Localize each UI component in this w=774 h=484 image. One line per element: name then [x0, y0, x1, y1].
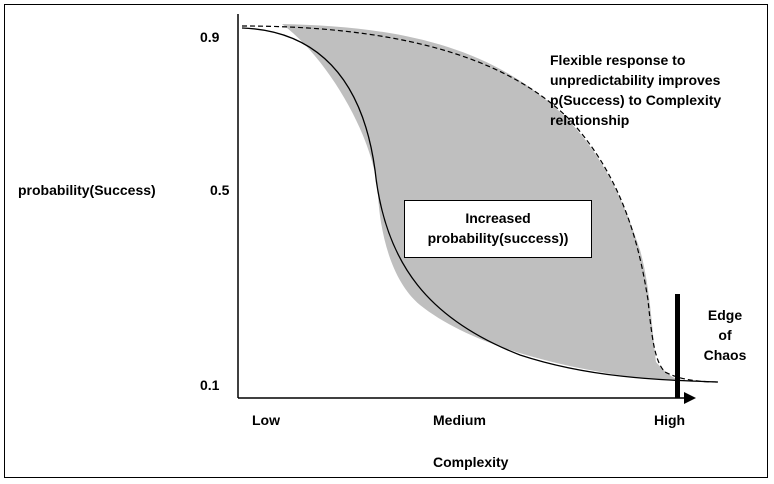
edge-line-1: Edge [707, 307, 743, 323]
flexible-line-1: Flexible response to [550, 52, 686, 68]
improved-curve [241, 25, 719, 383]
y-tick-0-5: 0.5 [210, 182, 230, 198]
edge-line-3: Chaos [703, 347, 747, 363]
x-tick-high: High [654, 412, 686, 428]
x-tick-medium: Medium [433, 412, 486, 428]
increased-line-1: Increased [465, 210, 531, 226]
edge-of-chaos-bar [675, 294, 680, 398]
y-axis-label: probability(Success) [18, 182, 156, 198]
x-axis-label: Complexity [433, 454, 509, 470]
baseline-curve [241, 27, 719, 383]
flexible-line-3: p(Success) to Complexity [550, 92, 722, 108]
increased-probability-box: Increased probability(success)) [404, 200, 592, 258]
y-tick-0-9: 0.9 [200, 29, 220, 45]
flexible-response-annotation: Flexible response to unpredictability im… [550, 50, 721, 130]
x-axis-arrowhead [684, 392, 696, 404]
edge-line-2: of [718, 327, 732, 343]
increased-line-2: probability(success)) [427, 230, 569, 246]
flexible-line-2: unpredictability improves [550, 72, 721, 88]
y-tick-0-1: 0.1 [200, 377, 220, 393]
x-tick-low: Low [252, 412, 280, 428]
flexible-line-4: relationship [550, 112, 630, 128]
edge-of-chaos-label: Edge of Chaos [697, 305, 753, 365]
